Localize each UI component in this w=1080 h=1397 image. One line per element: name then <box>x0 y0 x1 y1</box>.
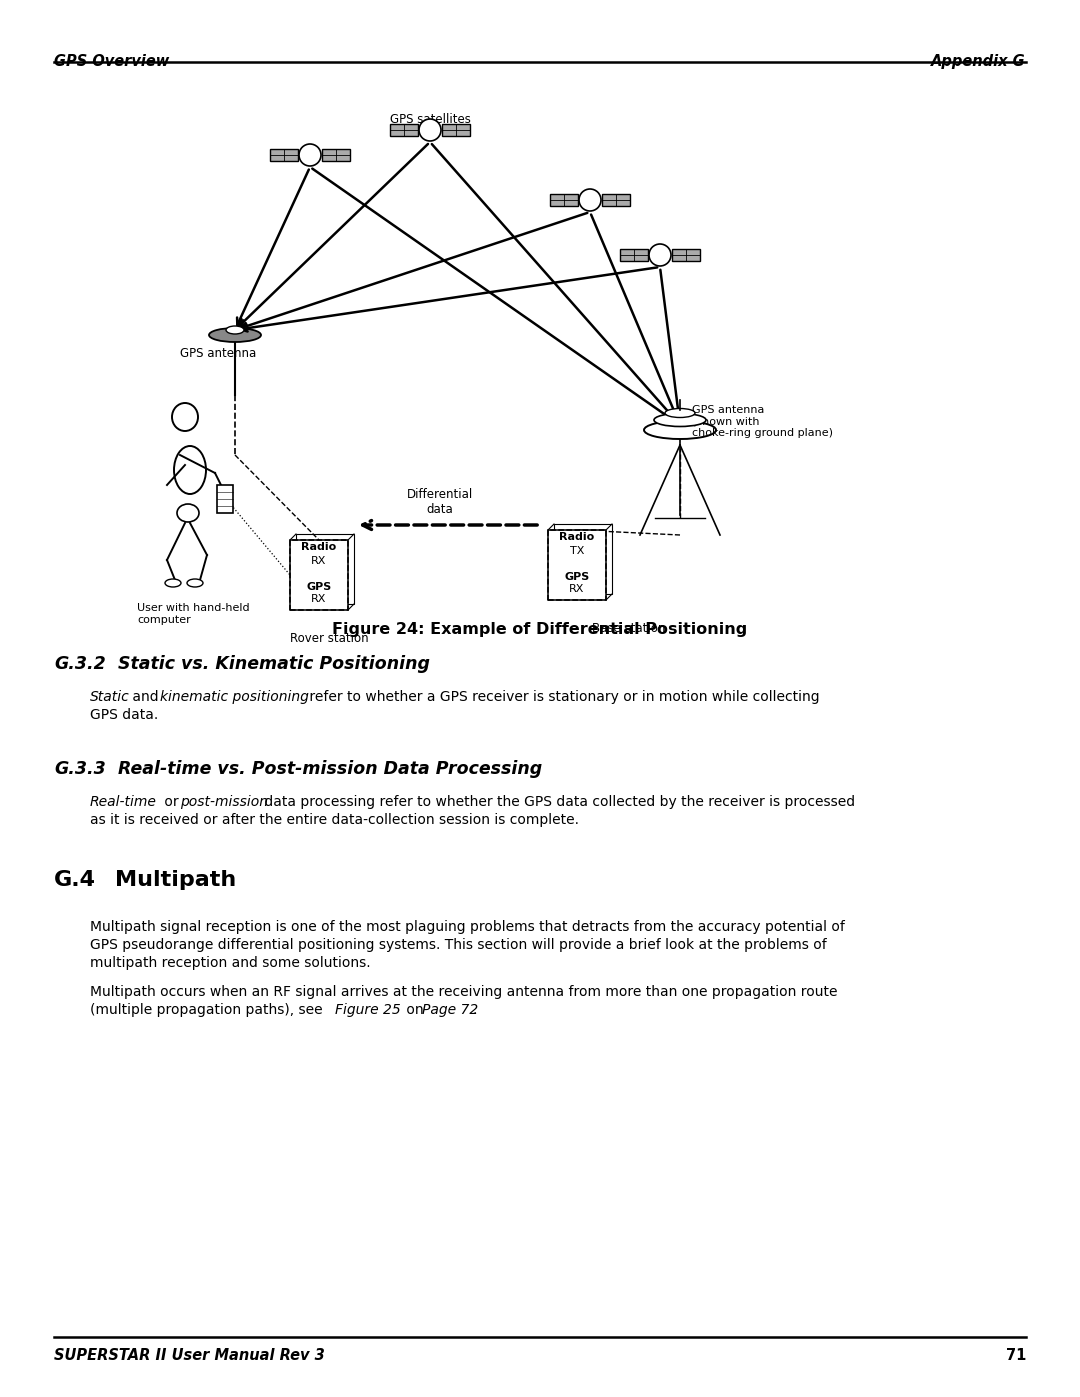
Text: multipath reception and some solutions.: multipath reception and some solutions. <box>90 956 370 970</box>
Text: Multipath occurs when an RF signal arrives at the receiving antenna from more th: Multipath occurs when an RF signal arriv… <box>90 985 837 999</box>
Text: Base station: Base station <box>592 622 665 636</box>
Text: or: or <box>160 795 183 809</box>
Ellipse shape <box>644 420 716 439</box>
Ellipse shape <box>579 189 600 211</box>
Bar <box>548 529 606 599</box>
Text: (multiple propagation paths), see: (multiple propagation paths), see <box>90 1003 327 1017</box>
Text: RX: RX <box>311 595 326 605</box>
Text: GPS satellites: GPS satellites <box>390 113 471 126</box>
Text: SUPERSTAR II User Manual Rev 3: SUPERSTAR II User Manual Rev 3 <box>54 1348 325 1363</box>
Ellipse shape <box>665 408 696 418</box>
Text: GPS: GPS <box>565 571 590 581</box>
Text: GPS antenna: GPS antenna <box>180 346 256 360</box>
Text: RX: RX <box>569 584 584 595</box>
Ellipse shape <box>172 402 198 432</box>
Bar <box>390 124 418 136</box>
Text: Page 72: Page 72 <box>422 1003 478 1017</box>
Bar <box>270 149 298 161</box>
Bar <box>291 541 348 610</box>
Text: G.3.3: G.3.3 <box>54 760 106 778</box>
Ellipse shape <box>299 144 321 166</box>
Bar <box>602 194 630 205</box>
Bar <box>672 249 700 261</box>
Ellipse shape <box>177 504 199 522</box>
Text: Figure 24: Example of Differential Positioning: Figure 24: Example of Differential Posit… <box>333 622 747 637</box>
Text: Appendix G: Appendix G <box>931 54 1026 68</box>
Text: Radio: Radio <box>301 542 337 552</box>
Text: GPS pseudorange differential positioning systems. This section will provide a br: GPS pseudorange differential positioning… <box>90 937 827 951</box>
Text: kinematic positioning: kinematic positioning <box>160 690 309 704</box>
Ellipse shape <box>174 446 206 495</box>
Text: Multipath signal reception is one of the most plaguing problems that detracts fr: Multipath signal reception is one of the… <box>90 921 845 935</box>
Ellipse shape <box>654 414 706 426</box>
Text: Rover station: Rover station <box>289 631 368 645</box>
Text: GPS data.: GPS data. <box>90 708 159 722</box>
Bar <box>550 194 578 205</box>
Bar <box>548 529 606 599</box>
Bar <box>620 249 648 261</box>
Text: GPS: GPS <box>307 581 332 591</box>
Text: Real-time vs. Post-mission Data Processing: Real-time vs. Post-mission Data Processi… <box>118 760 542 778</box>
Ellipse shape <box>210 328 261 342</box>
Text: Static: Static <box>90 690 130 704</box>
Text: Real-time: Real-time <box>90 795 157 809</box>
Bar <box>442 124 470 136</box>
Text: and: and <box>129 690 163 704</box>
Text: Static vs. Kinematic Positioning: Static vs. Kinematic Positioning <box>118 655 430 673</box>
Bar <box>322 149 350 161</box>
Text: data processing refer to whether the GPS data collected by the receiver is proce: data processing refer to whether the GPS… <box>260 795 855 809</box>
Text: .: . <box>473 1003 477 1017</box>
Bar <box>296 534 354 604</box>
Text: Radio: Radio <box>559 532 595 542</box>
Text: G.3.2: G.3.2 <box>54 655 106 673</box>
Ellipse shape <box>165 578 181 587</box>
Ellipse shape <box>649 244 671 265</box>
Text: as it is received or after the entire data-collection session is complete.: as it is received or after the entire da… <box>90 813 579 827</box>
Text: refer to whether a GPS receiver is stationary or in motion while collecting: refer to whether a GPS receiver is stati… <box>305 690 820 704</box>
Text: 71: 71 <box>1005 1348 1026 1363</box>
Text: User with hand-held
computer: User with hand-held computer <box>137 604 249 624</box>
Ellipse shape <box>226 326 244 334</box>
Text: Figure 25: Figure 25 <box>335 1003 401 1017</box>
Text: TX: TX <box>570 545 584 556</box>
Text: GPS Overview: GPS Overview <box>54 54 170 68</box>
Text: G.4: G.4 <box>54 870 96 890</box>
Bar <box>554 524 612 594</box>
Text: Multipath: Multipath <box>114 870 237 890</box>
Text: RX: RX <box>311 556 326 566</box>
Text: on: on <box>402 1003 428 1017</box>
Text: GPS antenna
(shown with
choke-ring ground plane): GPS antenna (shown with choke-ring groun… <box>692 405 833 439</box>
Text: Differential
data: Differential data <box>407 488 473 515</box>
Bar <box>291 541 348 610</box>
Bar <box>217 485 233 513</box>
Ellipse shape <box>187 578 203 587</box>
Ellipse shape <box>419 119 441 141</box>
Text: post-mission: post-mission <box>180 795 268 809</box>
